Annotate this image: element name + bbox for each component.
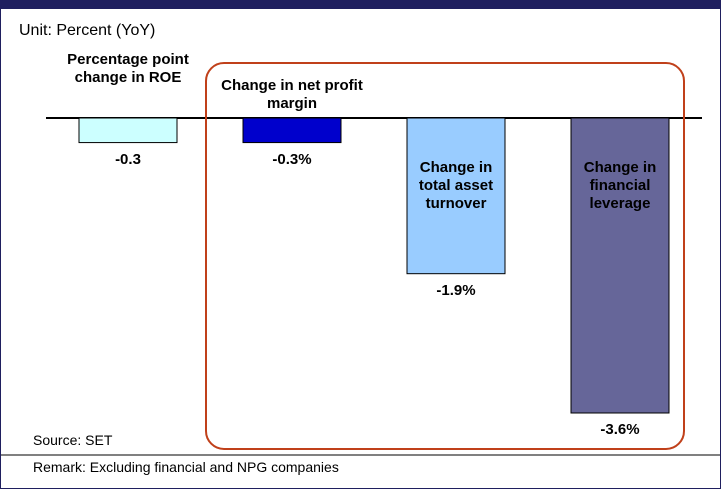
category-label: Percentage point change in ROE [67, 51, 189, 86]
bar [570, 117, 670, 414]
bar [406, 117, 506, 275]
value-label: -0.3% [272, 150, 312, 168]
bar [78, 117, 178, 144]
header-strip [1, 1, 720, 9]
remark: Remark: Excluding financial and NPG comp… [33, 459, 339, 475]
category-label: Change in net profit margin [221, 77, 363, 112]
category-label: Change in total asset turnover [418, 159, 494, 212]
category-label: Change in financial leverage [583, 159, 657, 212]
unit-note: Unit: Percent (YoY) [19, 22, 156, 39]
highlight-box [205, 62, 685, 450]
source: Source: SET [33, 432, 113, 448]
value-label: -3.6% [600, 421, 640, 438]
value-label: -0.3 [115, 150, 141, 168]
bar [242, 117, 342, 144]
value-label: -1.9% [436, 281, 476, 299]
